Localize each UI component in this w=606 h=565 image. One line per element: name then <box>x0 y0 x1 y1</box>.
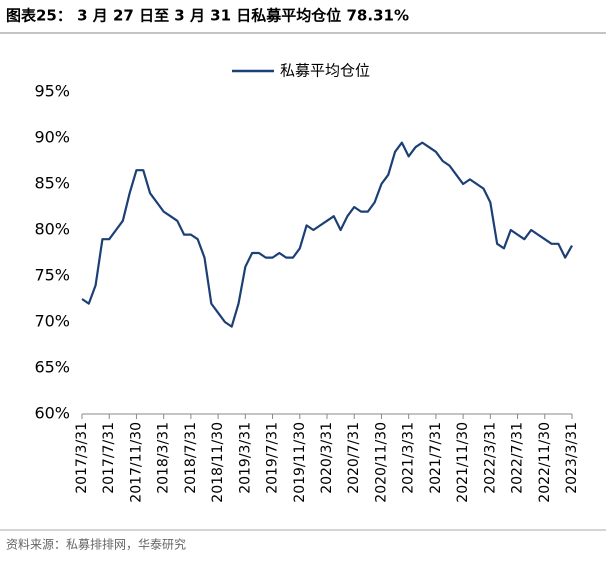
x-tick-label: 2023/3/31 <box>564 422 580 494</box>
x-tick-label: 2020/7/31 <box>346 422 362 494</box>
chart-title: 图表25： 3 月 27 日至 3 月 31 日私募平均仓位 78.31% <box>6 7 409 25</box>
line <box>81 141 573 328</box>
x-tick-label: 2017/7/31 <box>101 422 117 494</box>
x-tick-label: 2021/11/30 <box>455 422 471 503</box>
x-tick-label: 2022/11/30 <box>537 422 553 503</box>
x-tick-label: 2017/3/31 <box>74 422 90 494</box>
legend-label: 私募平均仓位 <box>280 62 370 80</box>
y-tick-label: 60% <box>34 404 70 423</box>
x-tick-label: 2022/3/31 <box>482 422 498 494</box>
y-tick-label: 70% <box>34 312 70 331</box>
x-tick-label: 2022/7/31 <box>510 422 526 494</box>
x-tick-label: 2019/11/30 <box>292 422 308 503</box>
x-tick-label: 2021/3/31 <box>401 422 417 494</box>
x-tick-label: 2019/7/31 <box>265 422 281 494</box>
y-tick-label: 90% <box>34 128 70 147</box>
x-tick-label: 2020/3/31 <box>319 422 335 494</box>
source: 资料来源：私募排排网，华泰研究 <box>6 537 186 552</box>
x-tick-label: 2019/3/31 <box>237 422 253 494</box>
y-tick-label: 80% <box>34 220 70 239</box>
x-tick-label: 2018/11/30 <box>210 422 226 503</box>
y-tick-label: 75% <box>34 266 70 285</box>
y-tick-label: 65% <box>34 358 70 377</box>
x-tick-label: 2018/3/31 <box>156 422 172 494</box>
x-tick-label: 2018/7/31 <box>183 422 199 494</box>
x-tick-label: 2020/11/30 <box>373 422 389 503</box>
y-tick-label: 85% <box>34 174 70 193</box>
x-tick-label: 2017/11/30 <box>128 422 144 503</box>
x-tick-label: 2021/7/31 <box>428 422 444 494</box>
y-tick-label: 95% <box>34 82 70 101</box>
